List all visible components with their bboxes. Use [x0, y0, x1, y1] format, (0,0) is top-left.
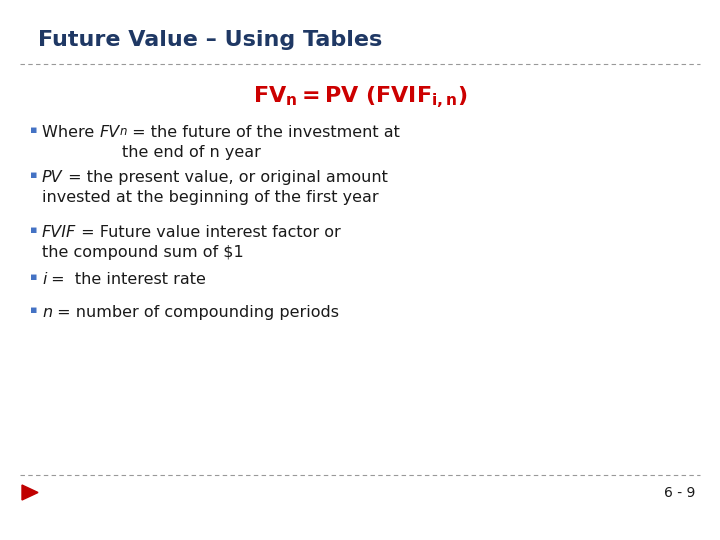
- Text: PV: PV: [42, 170, 63, 185]
- Text: i: i: [42, 272, 47, 287]
- Polygon shape: [22, 485, 38, 500]
- Text: FVIF: FVIF: [42, 225, 76, 240]
- Text: ▪: ▪: [30, 272, 37, 282]
- Text: ▪: ▪: [30, 170, 37, 180]
- Text: = the present value, or original amount: = the present value, or original amount: [63, 170, 387, 185]
- Text: 6 - 9: 6 - 9: [664, 486, 695, 500]
- Text: = Future value interest factor or: = Future value interest factor or: [76, 225, 341, 240]
- Text: FV: FV: [99, 125, 120, 140]
- Text: ▪: ▪: [30, 225, 37, 235]
- Text: the end of n year: the end of n year: [122, 145, 261, 160]
- Text: ▪: ▪: [30, 125, 37, 135]
- Text: = the future of the investment at: = the future of the investment at: [127, 125, 400, 140]
- Text: Future Value – Using Tables: Future Value – Using Tables: [38, 30, 382, 50]
- Text: invested at the beginning of the first year: invested at the beginning of the first y…: [42, 190, 379, 205]
- Text: ▪: ▪: [30, 305, 37, 315]
- Text: n: n: [120, 125, 127, 138]
- Text: $\mathbf{FV_n = PV\ (FVIF_{i,n})}$: $\mathbf{FV_n = PV\ (FVIF_{i,n})}$: [253, 85, 467, 111]
- Text: = number of compounding periods: = number of compounding periods: [52, 305, 339, 320]
- Text: Where: Where: [42, 125, 99, 140]
- Text: n: n: [42, 305, 52, 320]
- Text: =  the interest rate: = the interest rate: [47, 272, 207, 287]
- Text: the compound sum of $1: the compound sum of $1: [42, 245, 244, 260]
